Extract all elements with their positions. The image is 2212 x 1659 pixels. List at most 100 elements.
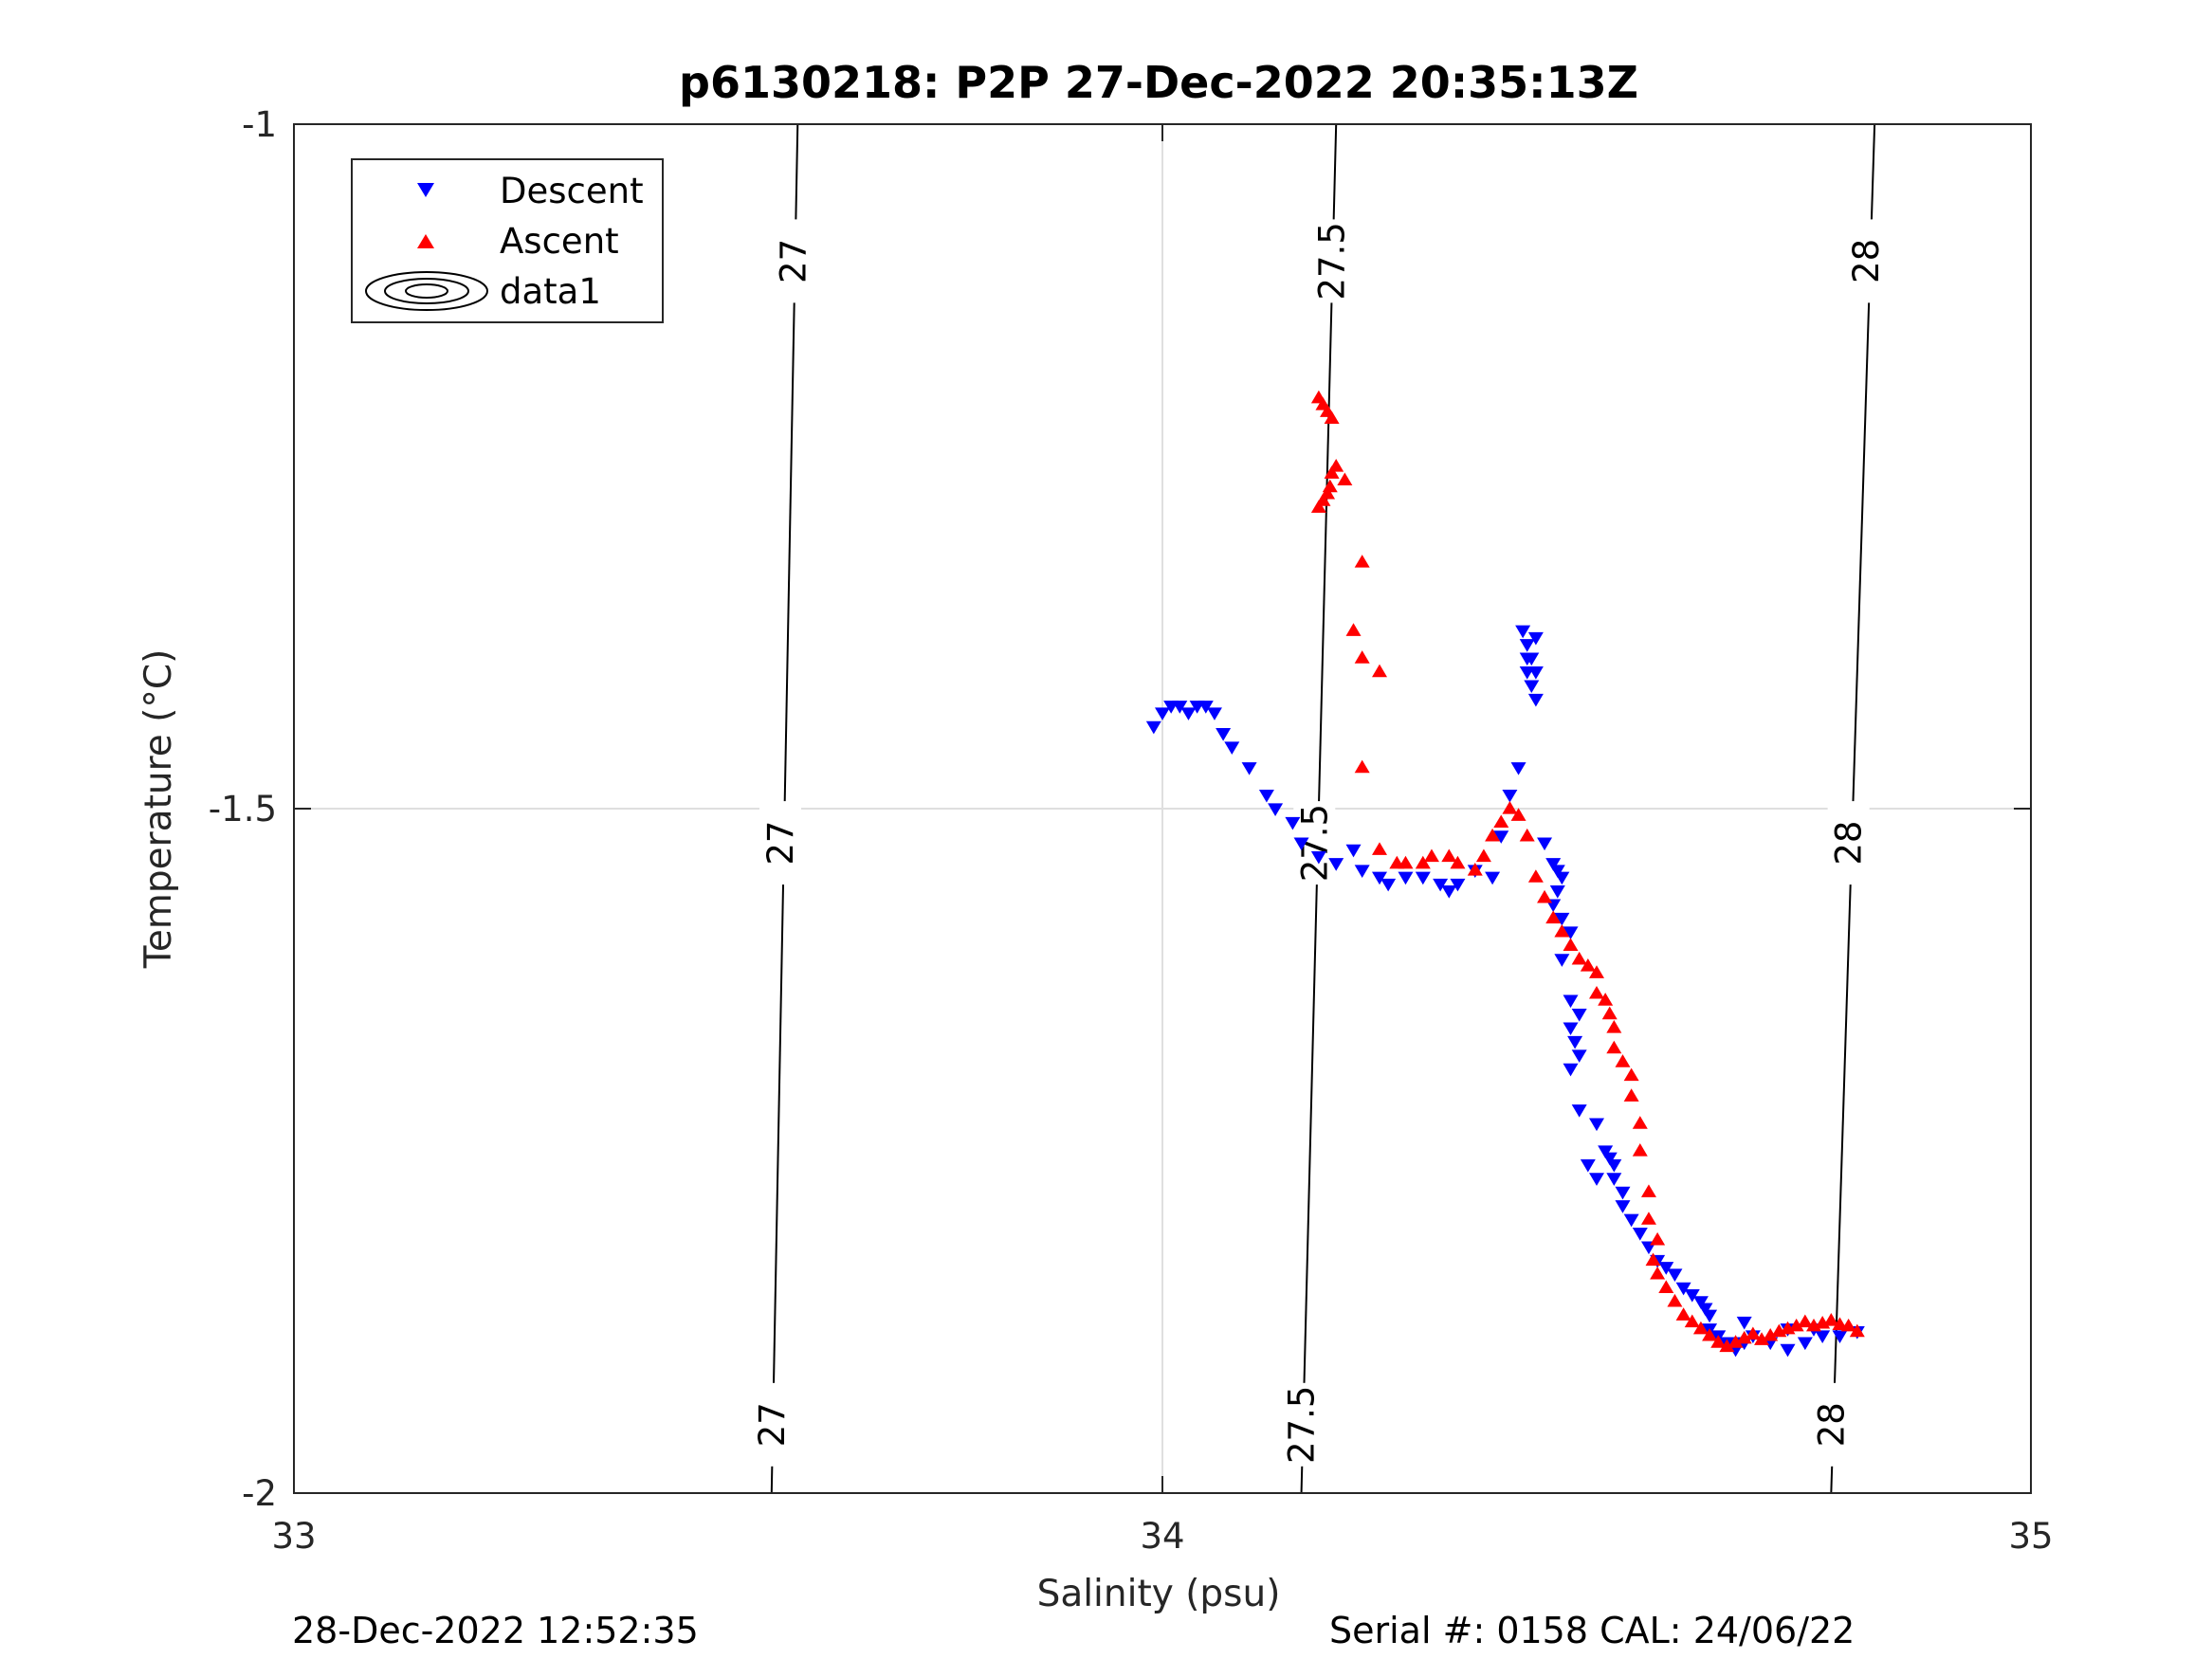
descent-point [1515,625,1531,639]
descent-point [1589,1173,1604,1186]
ascent-point [1849,1323,1865,1338]
descent-point [1571,1104,1587,1118]
ascent-point [1554,923,1570,938]
footer-serial-cal: Serial #: 0158 CAL: 24/06/22 [1329,1610,1855,1651]
y-axis-label: Temperature (°C) [137,649,180,970]
contour-label-gap [772,219,814,303]
descent-point [1380,878,1397,892]
ascent-point [1324,410,1340,425]
descent-point [1563,1022,1579,1036]
ascent-point [1322,479,1338,493]
descent-point [1697,1303,1713,1317]
ascent-point [1623,1088,1639,1102]
ascent-point [1640,1212,1656,1225]
descent-point [1549,885,1565,899]
descent-point [1780,1343,1796,1358]
ascent-point [1502,801,1518,814]
descent-point [1450,878,1466,892]
legend-descent-marker [417,183,434,197]
descent-point [1563,926,1579,939]
descent-point [1549,865,1565,878]
contour-label-gap [1844,219,1887,303]
descent-point [1206,707,1222,720]
ascent-point [1702,1327,1718,1341]
legend-data1-label: data1 [500,271,601,312]
ascent-point [1423,848,1439,863]
descent-point [1293,837,1309,851]
ascent-point [1658,1280,1674,1293]
descent-point [1180,707,1197,720]
descent-point [1415,871,1431,885]
ascent-point [1475,848,1491,863]
contour-label-gap [1827,801,1870,885]
descent-point [1606,1173,1622,1186]
contour-label-gap [1280,1382,1323,1467]
descent-point [1692,1296,1709,1309]
descent-point [1155,707,1170,720]
ascent-point [1519,828,1535,842]
grid-lines [294,124,2031,1493]
ascent-point [1606,1020,1622,1033]
ascent-point [1510,808,1526,821]
legend-ascent-label: Ascent [500,221,619,262]
ascent-point [1310,500,1326,513]
descent-point [1601,1152,1618,1166]
descent-point [1615,1200,1631,1213]
ascent-point [1615,1054,1631,1067]
data-series [1145,390,1865,1358]
x-axis-label: Salinity (psu) [1037,1573,1281,1615]
ascent-point [1441,848,1457,863]
ascent-point [1763,1327,1779,1341]
descent-point [1268,803,1284,816]
descent-point [1524,680,1540,694]
descent-point [1571,1009,1587,1022]
descent-point [1598,1145,1614,1158]
descent-point [1658,1262,1674,1275]
ascent-point [1754,1332,1770,1345]
ascent-point [1710,1335,1727,1348]
descent-point [1145,720,1161,735]
descent-point [1702,1309,1718,1323]
descent-point [1502,789,1518,803]
ascent-point [1537,889,1553,903]
contour-label-gap [1810,1382,1853,1467]
descent-point [1328,858,1344,871]
y-tick-label: -1.5 [209,789,277,830]
ascent-point [1623,1067,1639,1082]
descent-point [1485,871,1501,885]
ascent-point [1650,1231,1666,1246]
ascent-point [1372,842,1387,855]
contour-label-gap [1310,219,1353,303]
descent-point [1736,1316,1752,1330]
ascent-point [1545,910,1562,924]
contour-label: 27.5 [1282,1386,1323,1464]
descent-point [1615,1186,1631,1200]
descent-point [1398,871,1414,885]
descent-point [1632,1228,1648,1241]
descent-point [1580,1158,1596,1173]
contour-label: 28 [1846,239,1887,283]
ascent-point [1467,862,1483,876]
descent-point [1571,1049,1587,1063]
descent-point [1433,878,1449,892]
ascent-point [1645,1252,1661,1267]
descent-point [1554,871,1570,885]
descent-point [1441,885,1457,899]
ascent-point [1398,855,1414,869]
descent-point [1675,1282,1691,1296]
y-tick-label: -2 [242,1473,277,1514]
descent-point [1567,1035,1583,1049]
descent-point [1510,762,1526,775]
contour-label-gap [759,801,801,885]
legend: Descent Ascent data1 [351,158,664,323]
contour-label: 27 [752,1402,793,1447]
ascent-point [1354,759,1370,774]
descent-point [1563,1063,1579,1077]
ascent-point [1337,472,1353,486]
ascent-point [1450,855,1466,869]
descent-point [1623,1213,1639,1228]
descent-point [1832,1330,1848,1343]
ascent-point [1328,459,1344,472]
ascent-point [1589,965,1604,978]
